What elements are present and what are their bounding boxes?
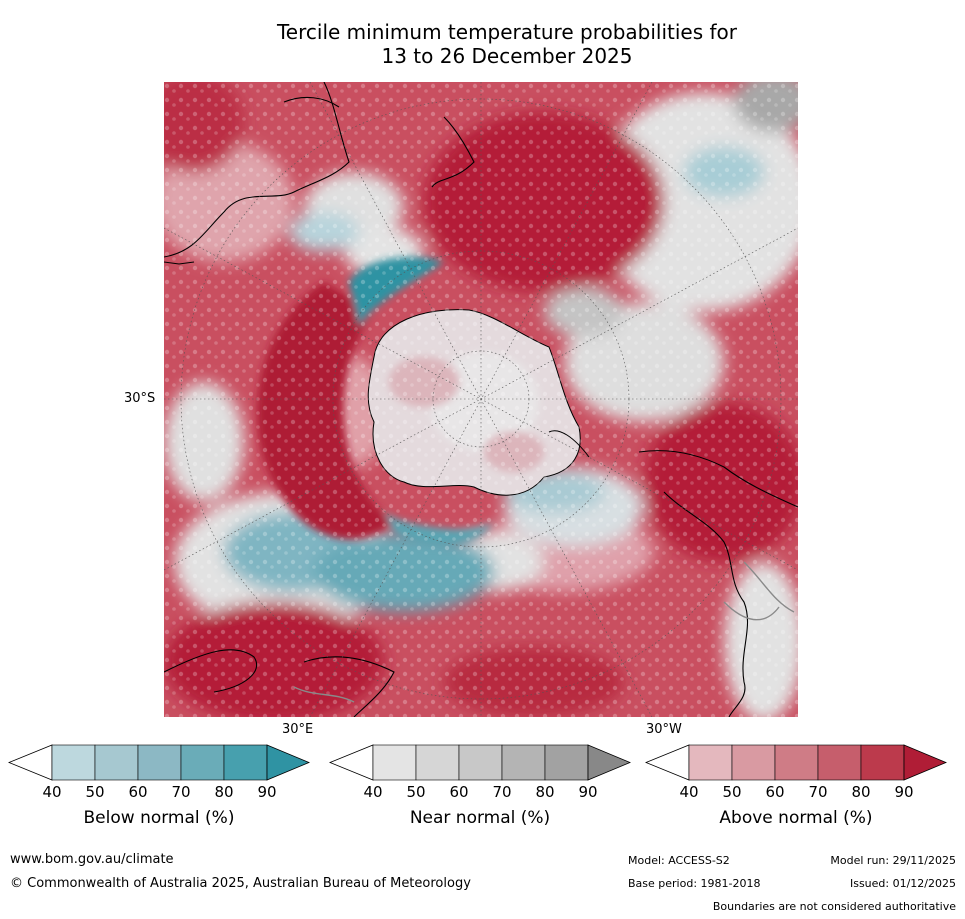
tick-label: 50	[406, 783, 426, 801]
colorbar-bin	[774, 744, 819, 781]
title-line-1: Tercile minimum temperature probabilitie…	[276, 20, 738, 44]
boundaries-disclaimer: Boundaries are not considered authoritat…	[712, 900, 956, 913]
colorbar-near-label: Near normal (%)	[409, 808, 551, 828]
tick-label: 80	[535, 783, 555, 801]
colorbar-below-ticks: 40 50 60 70 80 90	[8, 783, 310, 801]
colorbar-bin	[372, 744, 417, 781]
colorbar-extend-high	[266, 744, 310, 781]
copyright-text: © Commonwealth of Australia 2025, Austra…	[10, 876, 471, 891]
colorbar-extend-low	[8, 744, 53, 781]
tick-label: 70	[492, 783, 512, 801]
tick-label: 90	[894, 783, 914, 801]
colorbar-below-label: Below normal (%)	[83, 808, 235, 828]
colorbar-extend-low	[645, 744, 690, 781]
lon-label-30e: 30°E	[282, 722, 314, 737]
tick-label: 40	[363, 783, 383, 801]
colorbar-bin	[180, 744, 225, 781]
colorbar-bin	[415, 744, 460, 781]
model-name: Model: ACCESS-S2	[628, 854, 730, 867]
tick-label: 70	[171, 783, 191, 801]
colorbar-above	[645, 744, 947, 781]
tick-label: 60	[128, 783, 148, 801]
colorbar-above-label: Above normal (%)	[719, 808, 873, 828]
tick-label: 50	[722, 783, 742, 801]
website-link[interactable]: www.bom.gov.au/climate	[10, 852, 174, 867]
colorbar-bin	[817, 744, 862, 781]
lon-label-30w: 30°W	[646, 722, 682, 737]
tick-label: 80	[851, 783, 871, 801]
title-line-2: 13 to 26 December 2025	[381, 44, 633, 68]
tick-label: 60	[765, 783, 785, 801]
colorbar-extend-high	[587, 744, 631, 781]
graticule	[164, 82, 798, 717]
map-canvas	[164, 82, 798, 717]
probability-map	[164, 82, 798, 717]
colorbar-bin	[688, 744, 733, 781]
colorbar-bin	[51, 744, 96, 781]
map-title: Tercile minimum temperature probabilitie…	[165, 20, 849, 68]
colorbar-bin	[544, 744, 589, 781]
colorbar-bin	[501, 744, 546, 781]
colorbar-bin	[731, 744, 776, 781]
tick-label: 60	[449, 783, 469, 801]
colorbar-extend-low	[329, 744, 374, 781]
lat-label-30s: 30°S	[124, 391, 156, 406]
colorbar-bin	[458, 744, 503, 781]
political-boundaries	[293, 561, 795, 703]
base-period: Base period: 1981-2018	[628, 877, 761, 890]
tick-label: 40	[42, 783, 62, 801]
colorbar-above-ticks: 40 50 60 70 80 90	[645, 783, 947, 801]
colorbar-bin	[223, 744, 268, 781]
tick-label: 90	[578, 783, 598, 801]
colorbar-bin	[860, 744, 905, 781]
tick-label: 90	[257, 783, 277, 801]
tick-label: 50	[85, 783, 105, 801]
colorbar-bin	[94, 744, 139, 781]
colorbar-near	[329, 744, 631, 781]
colorbar-bin	[137, 744, 182, 781]
colorbar-near-ticks: 40 50 60 70 80 90	[329, 783, 631, 801]
colorbar-extend-high	[903, 744, 947, 781]
tick-label: 80	[214, 783, 234, 801]
tick-label: 40	[679, 783, 699, 801]
issued-date: Issued: 01/12/2025	[849, 877, 956, 890]
coastlines	[164, 82, 798, 717]
colorbar-below	[8, 744, 310, 781]
model-run-date: Model run: 29/11/2025	[830, 854, 956, 867]
tick-label: 70	[808, 783, 828, 801]
